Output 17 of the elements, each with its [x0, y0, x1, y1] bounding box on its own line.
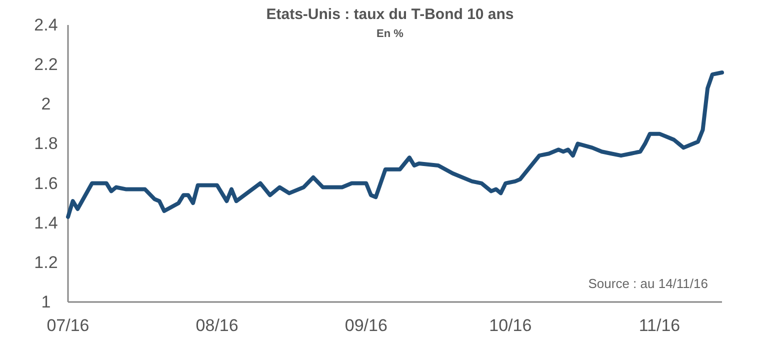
- chart-title: Etats-Unis : taux du T-Bond 10 ans: [266, 6, 514, 23]
- y-tick-label: 2: [41, 94, 51, 114]
- y-tick-label: 1: [41, 292, 51, 312]
- y-tick-label: 2.2: [34, 55, 58, 74]
- x-tick-label: 11/16: [638, 316, 680, 335]
- x-tick-label: 08/16: [196, 316, 238, 335]
- x-tick-label: 09/16: [344, 316, 388, 335]
- y-tick-label: 1.6: [34, 174, 58, 193]
- line-series: [66, 70, 724, 219]
- y-tick-label: 1.4: [34, 213, 58, 232]
- annotation: Source : au 14/11/16: [588, 276, 708, 291]
- x-tick-label: 07/16: [46, 316, 90, 335]
- x-tick-label: 10/16: [489, 316, 532, 335]
- y-tick-label: 1.2: [34, 252, 58, 272]
- y-tick-label: 1.8: [34, 134, 58, 154]
- y-tick-label: 2.4: [34, 16, 58, 34]
- chart-subtitle: En %: [376, 28, 404, 40]
